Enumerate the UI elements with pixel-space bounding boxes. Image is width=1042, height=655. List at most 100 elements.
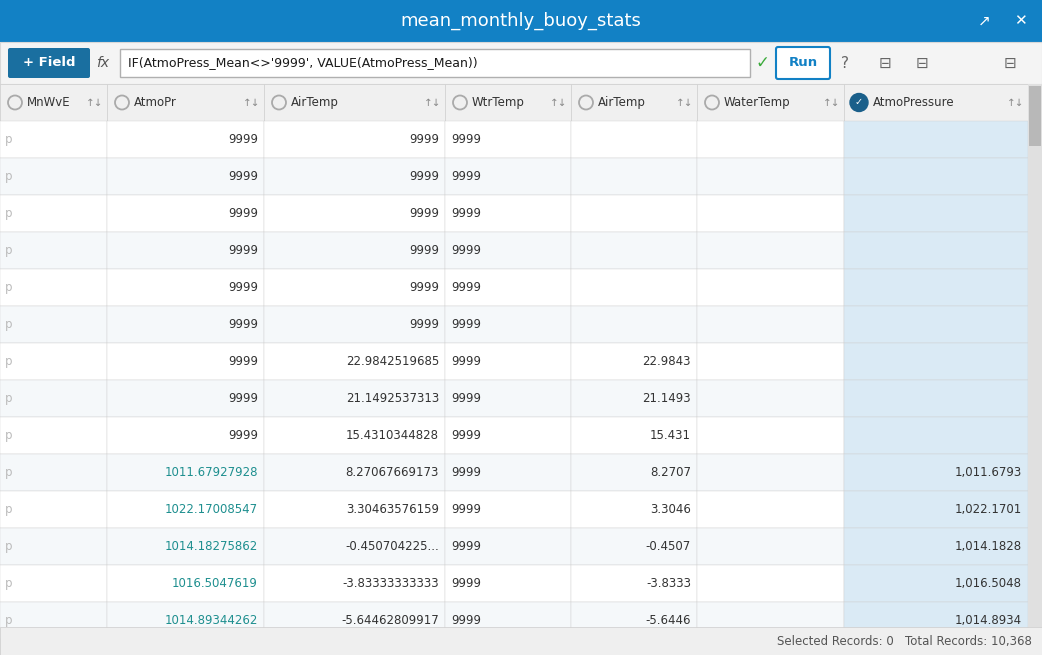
- Text: 9999: 9999: [228, 133, 258, 146]
- Text: ⊟: ⊟: [1003, 56, 1016, 71]
- Bar: [264, 158, 445, 195]
- Text: mean_monthly_buoy_stats: mean_monthly_buoy_stats: [400, 12, 642, 30]
- Text: -0.4507: -0.4507: [646, 540, 691, 553]
- Text: Selected Records: 0   Total Records: 10,368: Selected Records: 0 Total Records: 10,36…: [777, 635, 1032, 648]
- Bar: [844, 491, 1028, 528]
- Bar: [571, 602, 697, 639]
- Text: 9999: 9999: [410, 318, 439, 331]
- Bar: [571, 454, 697, 491]
- Text: p: p: [5, 133, 13, 146]
- Bar: [445, 269, 571, 306]
- Text: 9999: 9999: [228, 318, 258, 331]
- Bar: [264, 121, 445, 158]
- Text: 9999: 9999: [410, 170, 439, 183]
- Bar: [264, 306, 445, 343]
- Text: AirTemp: AirTemp: [291, 96, 339, 109]
- Text: 22.9843: 22.9843: [643, 355, 691, 368]
- Bar: [697, 306, 844, 343]
- Text: p: p: [5, 503, 13, 516]
- Bar: [264, 232, 445, 269]
- Bar: [571, 343, 697, 380]
- Text: 1022.17008547: 1022.17008547: [165, 503, 258, 516]
- Text: 21.1492537313: 21.1492537313: [346, 392, 439, 405]
- Bar: [1028, 84, 1042, 627]
- Text: p: p: [5, 281, 13, 294]
- Bar: [264, 602, 445, 639]
- Text: 15.431: 15.431: [650, 429, 691, 442]
- Text: p: p: [5, 540, 13, 553]
- Bar: [107, 232, 264, 269]
- Bar: [0, 121, 107, 158]
- Text: 1014.18275862: 1014.18275862: [165, 540, 258, 553]
- Bar: [844, 343, 1028, 380]
- Text: ↑↓: ↑↓: [676, 98, 694, 107]
- Bar: [107, 528, 264, 565]
- Bar: [445, 454, 571, 491]
- Text: ✕: ✕: [1014, 14, 1026, 29]
- Text: 9999: 9999: [451, 540, 481, 553]
- Text: ?: ?: [841, 56, 849, 71]
- Bar: [0, 269, 107, 306]
- Bar: [571, 380, 697, 417]
- Bar: [697, 269, 844, 306]
- Bar: [697, 121, 844, 158]
- Text: -5.6446: -5.6446: [645, 614, 691, 627]
- Bar: [107, 195, 264, 232]
- Bar: [844, 417, 1028, 454]
- Text: 9999: 9999: [451, 392, 481, 405]
- Bar: [0, 565, 107, 602]
- Bar: [445, 343, 571, 380]
- Text: 3.3046: 3.3046: [650, 503, 691, 516]
- Bar: [571, 528, 697, 565]
- Text: 9999: 9999: [410, 244, 439, 257]
- Bar: [844, 158, 1028, 195]
- Text: AtmoPressure: AtmoPressure: [873, 96, 954, 109]
- Bar: [697, 380, 844, 417]
- Text: ↑↓: ↑↓: [86, 98, 104, 107]
- Text: ↗: ↗: [977, 14, 990, 29]
- Bar: [264, 565, 445, 602]
- Text: WaterTemp: WaterTemp: [724, 96, 791, 109]
- Bar: [0, 0, 1042, 42]
- Bar: [571, 232, 697, 269]
- Bar: [0, 454, 107, 491]
- Bar: [445, 417, 571, 454]
- Text: p: p: [5, 318, 13, 331]
- Bar: [0, 380, 107, 417]
- Bar: [571, 84, 697, 121]
- Text: 1,014.8934: 1,014.8934: [954, 614, 1022, 627]
- Text: 9999: 9999: [451, 133, 481, 146]
- Bar: [697, 417, 844, 454]
- Bar: [571, 158, 697, 195]
- Bar: [0, 42, 1042, 84]
- Text: WtrTemp: WtrTemp: [472, 96, 525, 109]
- Text: -0.450704225...: -0.450704225...: [345, 540, 439, 553]
- Bar: [445, 491, 571, 528]
- Text: 9999: 9999: [410, 281, 439, 294]
- Bar: [697, 84, 844, 121]
- Bar: [264, 195, 445, 232]
- Text: 1,014.1828: 1,014.1828: [954, 540, 1022, 553]
- Bar: [264, 454, 445, 491]
- Bar: [0, 84, 1028, 121]
- Text: 15.4310344828: 15.4310344828: [346, 429, 439, 442]
- Bar: [107, 158, 264, 195]
- Bar: [844, 454, 1028, 491]
- Bar: [697, 343, 844, 380]
- Bar: [107, 306, 264, 343]
- Text: 8.2707: 8.2707: [650, 466, 691, 479]
- Bar: [697, 195, 844, 232]
- Text: 1,011.6793: 1,011.6793: [954, 466, 1022, 479]
- Bar: [844, 121, 1028, 158]
- Text: p: p: [5, 466, 13, 479]
- Text: 1014.89344262: 1014.89344262: [165, 614, 258, 627]
- Text: 9999: 9999: [228, 392, 258, 405]
- Bar: [697, 602, 844, 639]
- Text: MnWvE: MnWvE: [27, 96, 71, 109]
- Text: fx: fx: [97, 56, 109, 70]
- Text: 9999: 9999: [451, 577, 481, 590]
- Text: ↑↓: ↑↓: [243, 98, 260, 107]
- Bar: [264, 269, 445, 306]
- Bar: [844, 306, 1028, 343]
- Text: 9999: 9999: [228, 281, 258, 294]
